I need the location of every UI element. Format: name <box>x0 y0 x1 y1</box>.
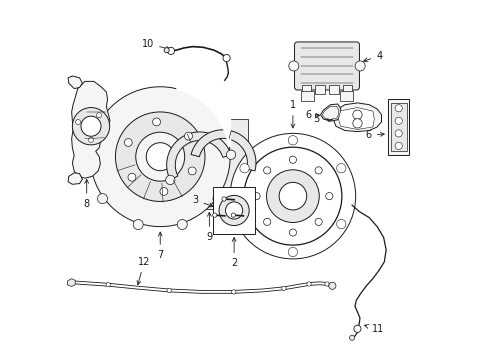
Polygon shape <box>68 76 82 89</box>
Circle shape <box>188 167 196 175</box>
Bar <box>390 103 406 151</box>
Circle shape <box>69 280 74 284</box>
Bar <box>315 85 324 94</box>
Circle shape <box>354 61 365 71</box>
Polygon shape <box>191 130 255 171</box>
Circle shape <box>124 139 132 147</box>
Circle shape <box>336 163 345 173</box>
Circle shape <box>106 283 110 287</box>
Circle shape <box>184 132 192 140</box>
Circle shape <box>222 197 226 201</box>
Circle shape <box>230 134 355 259</box>
Circle shape <box>90 87 230 226</box>
Circle shape <box>287 247 297 257</box>
Circle shape <box>263 218 270 225</box>
Text: 1: 1 <box>289 100 295 128</box>
Circle shape <box>394 130 402 137</box>
Circle shape <box>219 195 249 226</box>
Text: 12: 12 <box>137 257 150 285</box>
Circle shape <box>266 170 319 222</box>
Text: 11: 11 <box>364 324 383 334</box>
Circle shape <box>324 282 328 286</box>
Text: 2: 2 <box>230 238 237 268</box>
Polygon shape <box>338 108 373 130</box>
Bar <box>342 85 351 94</box>
Bar <box>300 91 313 102</box>
Circle shape <box>231 290 235 294</box>
Bar <box>328 85 338 94</box>
Polygon shape <box>322 106 338 120</box>
FancyBboxPatch shape <box>294 42 359 90</box>
Polygon shape <box>166 132 230 180</box>
Circle shape <box>231 213 235 217</box>
Circle shape <box>349 335 354 340</box>
Bar <box>387 99 408 155</box>
Circle shape <box>167 47 174 54</box>
Circle shape <box>289 229 296 236</box>
Circle shape <box>88 137 93 142</box>
Circle shape <box>133 220 143 230</box>
Bar <box>171 119 247 209</box>
Circle shape <box>287 136 297 145</box>
Polygon shape <box>333 103 381 132</box>
Bar <box>340 91 352 102</box>
Circle shape <box>306 282 310 286</box>
Circle shape <box>328 282 335 289</box>
Circle shape <box>160 188 167 195</box>
Circle shape <box>394 142 402 149</box>
Text: 10: 10 <box>142 39 169 50</box>
Circle shape <box>353 325 360 332</box>
Circle shape <box>152 118 160 126</box>
Circle shape <box>226 150 235 159</box>
Text: 7: 7 <box>157 232 163 260</box>
Circle shape <box>314 218 322 225</box>
Circle shape <box>279 182 306 210</box>
Polygon shape <box>68 173 82 184</box>
Text: 6: 6 <box>305 110 319 120</box>
Circle shape <box>244 147 341 245</box>
Circle shape <box>252 193 260 200</box>
Circle shape <box>325 193 332 200</box>
Circle shape <box>165 175 175 185</box>
Circle shape <box>394 117 402 125</box>
Circle shape <box>115 112 204 202</box>
Circle shape <box>167 288 171 293</box>
Circle shape <box>81 116 101 136</box>
Circle shape <box>394 105 402 112</box>
Circle shape <box>75 120 81 125</box>
Circle shape <box>164 48 169 53</box>
Circle shape <box>288 61 298 71</box>
Circle shape <box>72 108 109 145</box>
Circle shape <box>281 286 285 291</box>
Circle shape <box>240 163 249 173</box>
Circle shape <box>352 110 362 120</box>
Circle shape <box>146 143 174 171</box>
Polygon shape <box>67 279 75 287</box>
Text: 3: 3 <box>192 195 213 207</box>
Circle shape <box>177 220 187 230</box>
Bar <box>301 85 310 94</box>
Circle shape <box>128 173 136 181</box>
Text: 8: 8 <box>83 179 90 209</box>
Text: 5: 5 <box>313 114 331 124</box>
Circle shape <box>212 194 223 204</box>
Circle shape <box>263 167 270 174</box>
Circle shape <box>96 113 102 118</box>
Text: 4: 4 <box>363 51 382 62</box>
Circle shape <box>212 213 217 217</box>
Circle shape <box>336 219 345 229</box>
Bar <box>212 187 255 234</box>
Circle shape <box>97 194 107 204</box>
Circle shape <box>314 167 322 174</box>
Text: 6: 6 <box>365 130 384 140</box>
Circle shape <box>225 202 242 219</box>
Polygon shape <box>320 104 340 121</box>
Circle shape <box>352 119 362 128</box>
Text: 9: 9 <box>206 212 212 242</box>
Circle shape <box>240 219 249 229</box>
Circle shape <box>289 156 296 163</box>
Circle shape <box>136 132 184 181</box>
Circle shape <box>223 54 230 62</box>
Polygon shape <box>72 81 110 178</box>
